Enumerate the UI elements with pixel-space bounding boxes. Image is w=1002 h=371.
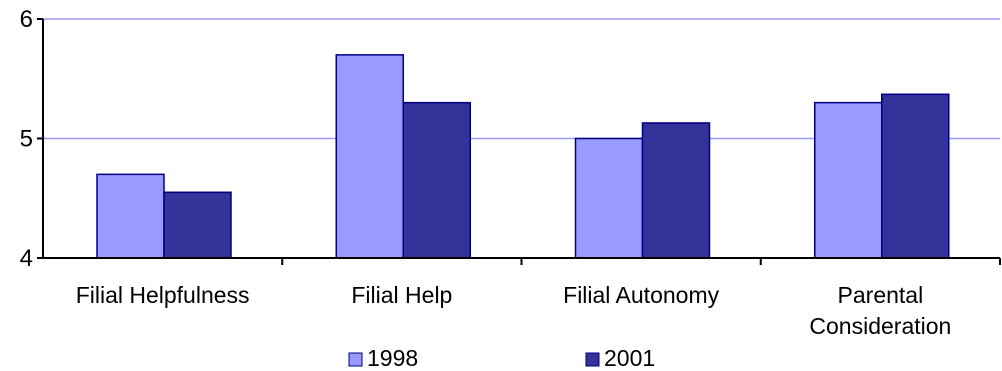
category-labels: Filial Helpfulness Filial Help Filial Auto… bbox=[76, 282, 952, 339]
bar bbox=[574, 137, 644, 259]
legend-swatch bbox=[585, 352, 600, 367]
category-label: Filial Helpfulness bbox=[76, 282, 250, 308]
bar bbox=[402, 101, 471, 259]
y-tick-label: 4 bbox=[20, 245, 33, 272]
bars bbox=[96, 54, 950, 259]
bar bbox=[641, 122, 711, 259]
axes bbox=[37, 18, 1001, 265]
bar bbox=[163, 191, 232, 259]
legend-item: 2001 bbox=[585, 345, 655, 371]
legend-label: 1998 bbox=[367, 345, 418, 371]
legend-swatch bbox=[348, 352, 363, 367]
y-tick-label: 6 bbox=[20, 6, 33, 33]
legend-label: 2001 bbox=[604, 345, 655, 371]
category-label: Filial Help bbox=[351, 282, 452, 308]
bar bbox=[814, 101, 883, 259]
category-label: Filial Autonomy bbox=[563, 282, 719, 308]
y-tick-labels: 4 5 6 bbox=[20, 6, 33, 272]
bar bbox=[335, 54, 404, 259]
category-label: Parental Consideration bbox=[809, 282, 951, 339]
legend-item: 1998 bbox=[348, 345, 418, 371]
bar bbox=[881, 93, 950, 259]
bar bbox=[96, 173, 165, 259]
legend: 1998 2001 bbox=[348, 345, 655, 371]
y-tick-label: 5 bbox=[20, 126, 33, 153]
